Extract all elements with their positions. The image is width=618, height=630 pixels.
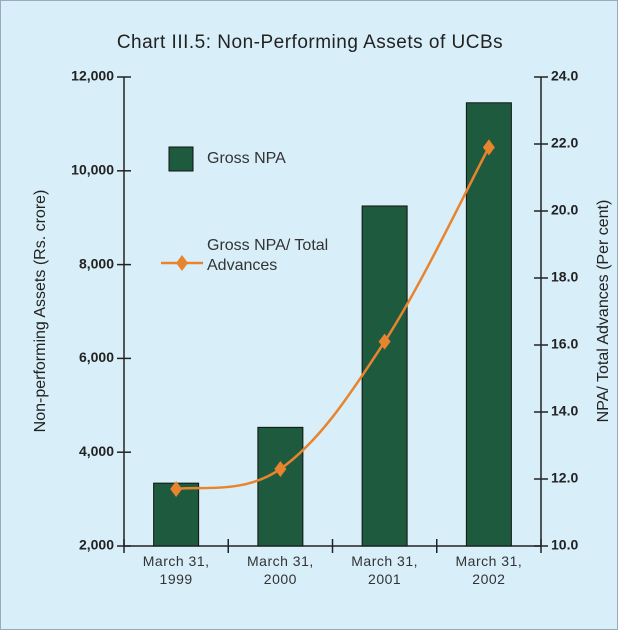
line [175, 146, 490, 491]
x-tick-label: March 31, 1999 [142, 553, 210, 587]
y-tick-label: 8,000 [79, 255, 114, 271]
y2-tick-label: 20.0 [551, 202, 578, 218]
legend-marker [176, 255, 188, 271]
line-marker [274, 460, 287, 477]
y-tick-label: 2,000 [79, 537, 114, 553]
y2-axis-label: NPA/ Total Advances (Per cent) [595, 200, 612, 423]
line-marker [378, 333, 391, 350]
y-axis-label: Non-performing Assets (Rs. crore) [32, 190, 49, 433]
chart-title: Chart III.5: Non-Performing Assets of UC… [117, 32, 503, 53]
y2-tick-label: 14.0 [551, 403, 578, 419]
line-marker [482, 139, 495, 156]
x-tick-label: March 31, 2002 [455, 553, 523, 587]
y-tick-label: 12,000 [71, 68, 114, 84]
y2-tick-label: 12.0 [551, 470, 578, 486]
x-tick-label: March 31, 2001 [351, 553, 418, 587]
y2-tick-label: 22.0 [551, 135, 578, 151]
legend-label: Gross NPA/ Total Advances [207, 237, 329, 274]
legend-swatch [168, 146, 194, 172]
y-tick-label: 4,000 [79, 443, 114, 459]
y2-tick-label: 16.0 [551, 336, 578, 352]
y-tick-label: 6,000 [79, 349, 114, 365]
y2-tick-label: 18.0 [551, 269, 578, 285]
y-tick-label: 10,000 [71, 162, 114, 178]
y2-tick-label: 10.0 [551, 537, 578, 553]
x-tick-label: March 31, 2000 [247, 553, 314, 587]
bar [257, 426, 304, 547]
bar [465, 102, 512, 547]
y2-tick-label: 24.0 [551, 68, 578, 84]
line-marker [170, 481, 183, 498]
bar [361, 205, 408, 547]
legend-label: Gross NPA [207, 150, 286, 167]
